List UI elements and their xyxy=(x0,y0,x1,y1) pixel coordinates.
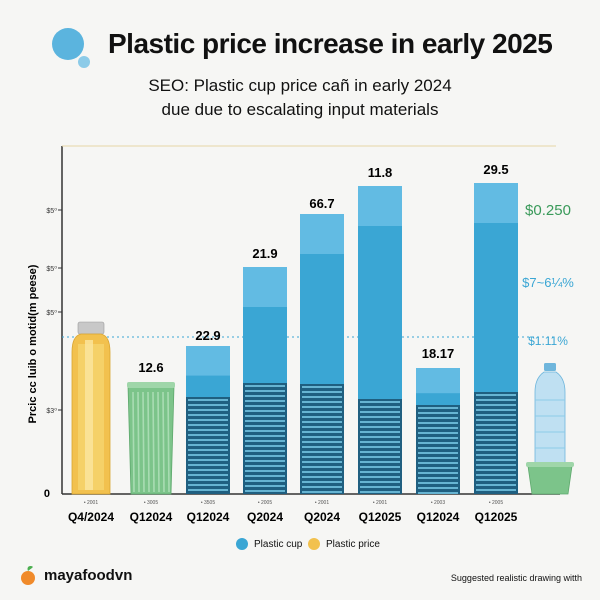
x-small-label: • 2001 xyxy=(84,500,98,506)
footer-note: Suggested realistic drawing witth xyxy=(450,573,582,583)
legend-dot-price xyxy=(308,538,320,550)
water-bottle-body xyxy=(534,371,566,471)
yellow-bottle-bar xyxy=(71,321,111,495)
bar-stripe-band xyxy=(416,405,460,494)
cup-rib xyxy=(142,391,145,493)
x-tick-label: Q12024 xyxy=(417,510,460,524)
value-label: 66.7 xyxy=(309,196,334,211)
subtitle-line-1: SEO: Plastic cup price cañ in early 2024 xyxy=(148,76,452,95)
subtitle-line-2: due due to escalating input materials xyxy=(161,100,439,119)
value-label: 29.5 xyxy=(483,162,508,177)
brand-name: mayafoodvn xyxy=(44,566,133,584)
bar-6 xyxy=(416,368,460,494)
bottle-shine xyxy=(85,340,93,490)
bar-7 xyxy=(474,183,518,494)
bar-2 xyxy=(186,346,230,494)
cup-rib xyxy=(152,391,155,493)
value-label: 12.6 xyxy=(138,360,163,375)
right-annotation: $7~6¼% xyxy=(522,275,574,290)
y-origin-label: 0 xyxy=(44,488,50,500)
bar-highlight xyxy=(358,186,402,226)
legend-dot-cup xyxy=(236,538,248,550)
cup-rib xyxy=(137,391,140,493)
cup-rib xyxy=(162,391,165,493)
x-tick-label: Q12024 xyxy=(130,510,173,524)
cup-rib xyxy=(132,391,135,493)
y-axis-label: Prcic cc luib o motid(m peese) xyxy=(27,264,39,423)
page-title: Plastic price increase in early 2025 xyxy=(108,28,553,59)
water-bottle xyxy=(526,363,574,495)
bar-stripe-band xyxy=(474,392,518,494)
title-row: Plastic price increase in early 2025 xyxy=(0,22,600,72)
x-tick-label: Q4/2024 xyxy=(68,510,114,524)
value-label: 21.9 xyxy=(252,246,277,261)
cup-rib xyxy=(157,391,160,493)
x-tick-label: Q2024 xyxy=(304,510,340,524)
bar-highlight xyxy=(243,267,287,307)
bar-highlight xyxy=(186,346,230,376)
x-small-label: • 3005 xyxy=(144,500,158,506)
bar-stripe-band xyxy=(243,383,287,494)
brand: mayafoodvn xyxy=(18,564,132,586)
legend-item-price: Plastic price xyxy=(308,538,380,550)
cup-rib xyxy=(147,391,150,493)
title-bubble-icon xyxy=(78,56,90,68)
x-small-label: • 2005 xyxy=(258,500,272,506)
bar-5 xyxy=(358,186,402,494)
bar-highlight xyxy=(474,183,518,223)
x-small-label: • 2005 xyxy=(489,500,503,506)
value-label: 22.9 xyxy=(195,328,220,343)
bar-3 xyxy=(243,267,287,494)
y-tick-label: $5⁰ xyxy=(46,207,57,215)
water-bottle-cap xyxy=(544,363,556,371)
right-annotation: $0.250 xyxy=(525,202,571,219)
legend: Plastic cup Plastic price xyxy=(0,536,600,556)
x-small-label: • 2001 xyxy=(315,500,329,506)
brand-fruit-icon xyxy=(21,566,35,585)
water-cup-rim xyxy=(526,462,574,467)
bar-4 xyxy=(300,214,344,494)
water-cup-base xyxy=(527,465,573,495)
cup-rib xyxy=(167,391,170,493)
x-tick-label: Q2024 xyxy=(247,510,283,524)
x-small-label: • 2001 xyxy=(373,500,387,506)
bar-highlight xyxy=(300,214,344,254)
legend-item-cup: Plastic cup xyxy=(236,538,302,550)
x-tick-label: Q12025 xyxy=(475,510,518,524)
title-circle-icon xyxy=(52,28,84,60)
legend-label-cup: Plastic cup xyxy=(254,538,303,550)
x-tick-label: Q12024 xyxy=(187,510,230,524)
legend-label-price: Plastic price xyxy=(326,538,380,550)
x-small-label: • 2003 xyxy=(431,500,445,506)
y-tick-label: $3⁰ xyxy=(46,407,57,415)
x-small-label: • 3505 xyxy=(201,500,215,506)
y-tick-label: $5⁰ xyxy=(46,309,57,317)
value-label: 11.8 xyxy=(368,165,393,180)
bar-highlight xyxy=(416,368,460,394)
bottle-cap xyxy=(77,321,105,335)
cup-body xyxy=(127,385,175,495)
x-tick-label: Q12025 xyxy=(359,510,402,524)
y-tick-label: $5⁰ xyxy=(46,265,57,273)
green-cup-bar xyxy=(127,382,175,495)
right-annotation: $1.11% xyxy=(528,334,568,348)
cup-rim xyxy=(127,382,175,388)
value-label: 18.17 xyxy=(422,346,455,361)
